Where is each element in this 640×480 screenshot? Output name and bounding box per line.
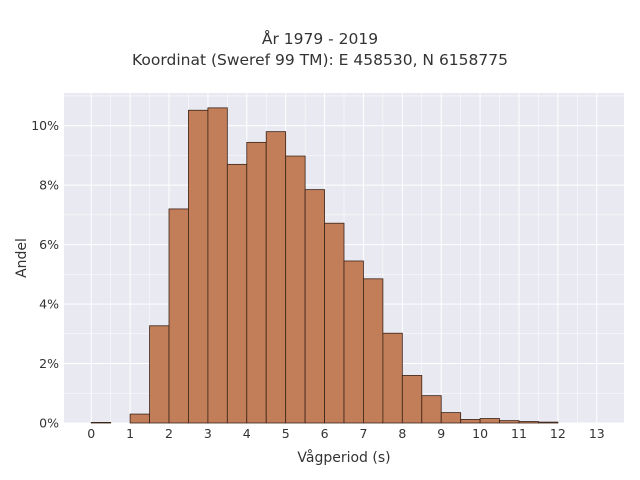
y-tick-label: 6%	[39, 237, 59, 252]
histogram-bar	[343, 260, 364, 424]
histogram-bar	[168, 208, 189, 424]
x-axis-ticks: 0 1 2 3 4 5 6 7 8 9 10 11 12 13	[87, 426, 604, 441]
histogram-bar	[149, 325, 170, 424]
x-tick-label: 13	[589, 426, 605, 441]
histogram-bar	[90, 422, 112, 424]
x-tick-label: 3	[204, 426, 212, 441]
histogram-bar	[499, 420, 520, 424]
histogram-bar	[285, 155, 306, 424]
x-tick-label: 9	[437, 426, 445, 441]
chart-title: År 1979 - 2019	[261, 30, 379, 48]
x-tick-label: 1	[126, 426, 134, 441]
x-tick-label: 10	[472, 426, 488, 441]
y-tick-label: 4%	[39, 297, 59, 312]
x-tick-label: 7	[359, 426, 367, 441]
histogram-bar	[401, 375, 423, 424]
y-axis-ticks: 0% 2% 4% 6% 8% 10%	[31, 118, 59, 430]
histogram-bar	[246, 141, 267, 424]
histogram-bar	[479, 418, 500, 424]
histogram-bar	[129, 413, 150, 424]
y-tick-label: 8%	[39, 178, 59, 193]
histogram-bar	[440, 412, 462, 424]
histogram-bar	[460, 419, 481, 424]
x-tick-label: 5	[282, 426, 290, 441]
chart-subtitle: Koordinat (Sweref 99 TM): E 458530, N 61…	[132, 51, 508, 69]
histogram-bar	[518, 421, 539, 424]
histogram-bar	[226, 163, 248, 424]
x-tick-label: 2	[165, 426, 173, 441]
x-tick-label: 4	[243, 426, 251, 441]
bars	[90, 107, 559, 424]
histogram-bar	[538, 421, 559, 424]
histogram-bar	[265, 131, 287, 424]
y-tick-label: 10%	[31, 118, 59, 133]
y-axis-label: Andel	[14, 238, 30, 278]
x-tick-label: 8	[398, 426, 406, 441]
histogram-bar	[304, 189, 325, 424]
y-tick-label: 2%	[39, 356, 59, 371]
histogram-bar	[324, 222, 345, 424]
x-tick-label: 11	[511, 426, 527, 441]
x-tick-label: 0	[87, 426, 95, 441]
histogram-bar	[421, 395, 442, 424]
x-tick-label: 6	[321, 426, 329, 441]
histogram-bar	[363, 278, 384, 424]
x-axis-label: Vågperiod (s)	[297, 449, 390, 466]
histogram-bar	[188, 109, 209, 424]
histogram-bar	[207, 107, 228, 424]
x-tick-label: 12	[550, 426, 566, 441]
y-tick-label: 0%	[39, 416, 59, 431]
histogram-bar	[382, 332, 403, 424]
